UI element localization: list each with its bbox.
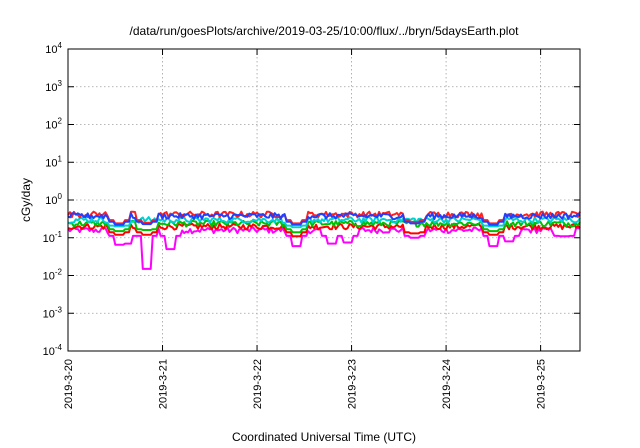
series-layer	[67, 210, 581, 270]
series-line-6	[67, 212, 581, 226]
y-tick-label: 104	[45, 41, 62, 56]
y-axis-label: cGy/day	[19, 178, 33, 222]
series-line-1	[67, 226, 581, 270]
y-tick-label: 101	[45, 154, 62, 169]
y-tick-label: 103	[45, 79, 62, 94]
series-line-3	[67, 219, 581, 234]
gridlines	[68, 49, 580, 351]
x-tick-label: 2019-3-24	[441, 359, 453, 409]
x-tick-label: 2019-3-23	[347, 359, 359, 409]
x-tick-label: 2019-3-25	[536, 359, 548, 409]
x-axis-label: Coordinated Universal Time (UTC)	[232, 430, 416, 444]
y-tick-label: 100	[45, 192, 62, 207]
x-tick-label: 2019-3-20	[63, 359, 75, 409]
y-axis: 10-4 10-3 10-2 10-1 100 101 102 103 104	[43, 41, 580, 358]
chart-title: /data/run/goesPlots/archive/2019-03-25/1…	[130, 24, 520, 38]
series-line-2	[67, 222, 581, 238]
x-axis: 2019-3-20 2019-3-21 2019-3-22 2019-3-23 2019…	[63, 49, 548, 409]
x-tick-label: 2019-3-21	[158, 359, 170, 409]
y-tick-label: 10-2	[43, 268, 63, 283]
y-tick-label: 10-4	[43, 343, 63, 358]
x-tick-label: 2019-3-22	[252, 359, 264, 409]
y-tick-label: 102	[45, 117, 62, 132]
y-tick-label: 10-3	[43, 305, 63, 320]
y-tick-label: 10-1	[43, 230, 63, 245]
